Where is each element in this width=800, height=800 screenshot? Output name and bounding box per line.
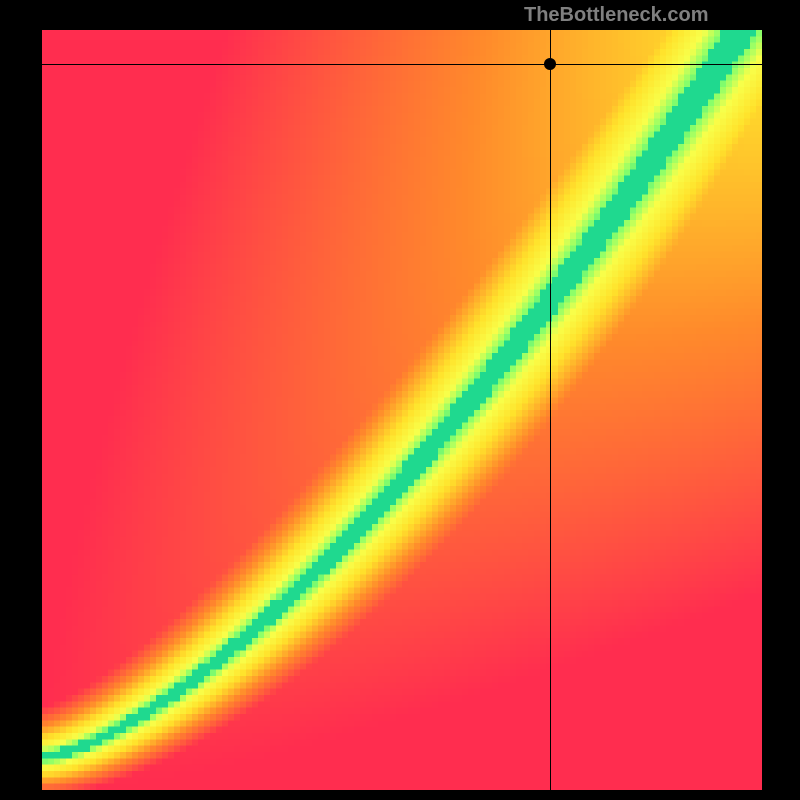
crosshair-vertical-line [550, 30, 551, 790]
chart-root: TheBottleneck.com [0, 0, 800, 800]
bottleneck-heatmap [42, 30, 762, 790]
watermark-text: TheBottleneck.com [524, 4, 708, 27]
crosshair-horizontal-line [42, 64, 762, 65]
crosshair-marker-dot [544, 58, 556, 70]
